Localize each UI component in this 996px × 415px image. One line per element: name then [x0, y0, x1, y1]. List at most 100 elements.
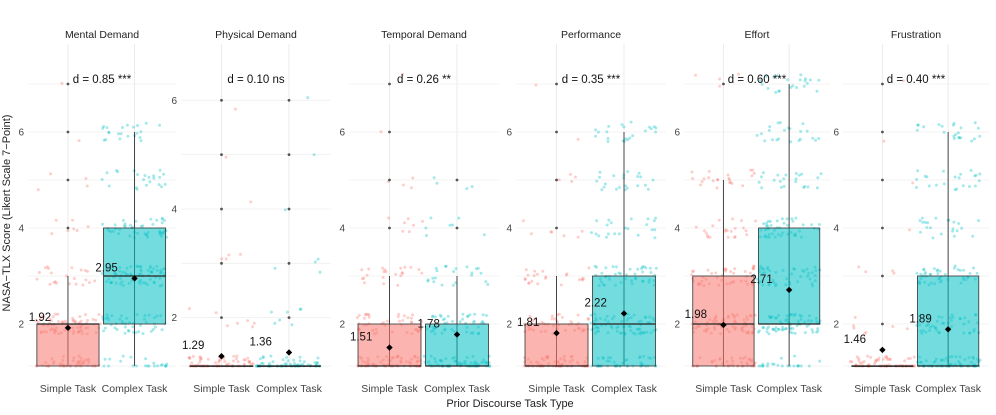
- jitter-point: [731, 217, 735, 221]
- jitter-point: [417, 268, 421, 271]
- jitter-point: [915, 128, 919, 132]
- jitter-point: [559, 283, 563, 287]
- jitter-point: [53, 280, 57, 284]
- jitter-point: [803, 331, 807, 335]
- box: [592, 275, 656, 367]
- jitter-point: [103, 326, 107, 330]
- jitter-point: [755, 277, 759, 281]
- jitter-point: [527, 281, 531, 285]
- jitter-point: [580, 229, 584, 233]
- jitter-point: [35, 277, 39, 281]
- jitter-point: [549, 230, 553, 234]
- jitter-point: [761, 171, 765, 175]
- jitter-point: [810, 223, 814, 227]
- jitter-point: [768, 220, 772, 223]
- jitter-point: [777, 89, 781, 93]
- jitter-point: [789, 85, 793, 89]
- jitter-point: [737, 72, 740, 76]
- jitter-point: [103, 357, 107, 361]
- jitter-point: [955, 187, 959, 191]
- jitter-point: [400, 272, 404, 275]
- jitter-point: [299, 307, 303, 311]
- jitter-point: [807, 364, 811, 368]
- jitter-point: [780, 328, 784, 332]
- jitter-point: [782, 184, 786, 188]
- jitter-point: [160, 221, 164, 225]
- jitter-point: [629, 217, 633, 221]
- jitter-point: [285, 356, 289, 359]
- jitter-point: [923, 272, 927, 276]
- jitter-point: [152, 174, 156, 178]
- jitter-point: [598, 170, 602, 174]
- jitter-point: [466, 315, 470, 318]
- jitter-point: [403, 221, 406, 225]
- jitter-point: [60, 82, 64, 85]
- jitter-point: [803, 185, 807, 188]
- jitter-point: [433, 276, 437, 280]
- jitter-point: [650, 228, 654, 232]
- jitter-point: [570, 180, 574, 183]
- jitter-point: [953, 264, 957, 268]
- jitter-point: [582, 277, 585, 280]
- jitter-point: [761, 364, 765, 368]
- y-tick-label: 2: [833, 320, 839, 331]
- jitter-point: [396, 315, 400, 319]
- jitter-point: [633, 272, 637, 276]
- jitter-point: [158, 168, 162, 172]
- jitter-point: [401, 72, 405, 76]
- jitter-point: [718, 84, 722, 88]
- jitter-point: [864, 330, 868, 334]
- jitter-point: [639, 175, 643, 179]
- jitter-point: [765, 327, 769, 331]
- jitter-point: [967, 185, 971, 188]
- jitter-point: [961, 184, 965, 188]
- jitter-point: [740, 219, 743, 223]
- jitter-point: [382, 270, 386, 274]
- jitter-point: [952, 220, 956, 224]
- jitter-point: [937, 123, 941, 127]
- jitter-point: [943, 272, 947, 276]
- jitter-point: [751, 266, 755, 270]
- jitter-point: [576, 235, 580, 239]
- jitter-point: [768, 125, 772, 129]
- jitter-point: [214, 311, 218, 315]
- jitter-point: [47, 267, 50, 270]
- panel-frustration: Frustration 2 4 6 Simple Task Complex Task 1.4…: [833, 29, 989, 395]
- jitter-point: [424, 226, 428, 230]
- jitter-point: [238, 252, 242, 256]
- jitter-point: [49, 271, 53, 275]
- outlier-point: [66, 226, 70, 230]
- jitter-point: [798, 137, 802, 141]
- x-tick-label: Complex Task: [102, 383, 168, 395]
- jitter-point: [741, 184, 745, 188]
- jitter-point: [587, 266, 591, 270]
- jitter-point: [261, 361, 265, 365]
- jitter-point: [72, 318, 76, 322]
- y-tick-label: 2: [674, 320, 680, 331]
- jitter-point: [817, 137, 821, 140]
- x-tick-label: Complex Task: [756, 383, 822, 395]
- jitter-point: [141, 332, 145, 336]
- jitter-point: [915, 178, 919, 181]
- jitter-point: [816, 327, 820, 331]
- jitter-point: [283, 208, 287, 212]
- jitter-point: [716, 178, 720, 182]
- jitter-point: [692, 269, 696, 273]
- jitter-point: [199, 356, 203, 359]
- jitter-point: [84, 177, 88, 180]
- y-tick-label: 4: [674, 224, 680, 235]
- panel-title: Temporal Demand: [381, 29, 467, 41]
- jitter-point: [951, 227, 955, 231]
- jitter-point: [254, 364, 258, 368]
- outlier-point: [287, 316, 291, 320]
- outlier-point: [66, 178, 70, 182]
- jitter-point: [884, 355, 888, 359]
- jitter-point: [690, 170, 694, 174]
- jitter-point: [725, 229, 729, 233]
- jitter-point: [776, 121, 780, 125]
- jitter-point: [435, 181, 439, 185]
- jitter-point: [252, 321, 256, 325]
- jitter-point: [772, 178, 776, 182]
- jitter-point: [434, 266, 438, 270]
- jitter-point: [906, 357, 910, 361]
